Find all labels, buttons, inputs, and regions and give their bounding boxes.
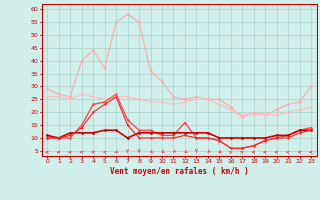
X-axis label: Vent moyen/en rafales ( km/h ): Vent moyen/en rafales ( km/h )	[110, 167, 249, 176]
